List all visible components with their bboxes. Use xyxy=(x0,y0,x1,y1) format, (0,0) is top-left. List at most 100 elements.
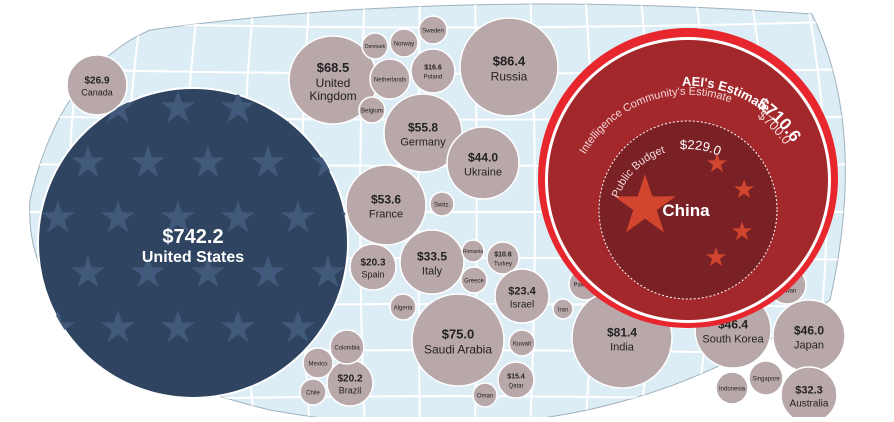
bubble-label: Israel xyxy=(510,300,534,311)
bubble-label: Germany xyxy=(400,137,446,149)
bubble-label: Japan xyxy=(794,340,824,352)
bubble-label: India xyxy=(610,342,635,354)
star-icon: ★ xyxy=(38,303,77,352)
bubble-label: Sweden xyxy=(422,29,444,35)
bubble-label: Oman xyxy=(477,394,493,400)
bubble-label: United States xyxy=(142,249,244,266)
bubble-indonesia: Indonesia xyxy=(716,372,748,404)
bubble-value: $68.5 xyxy=(317,60,350,75)
bubble-sweden: Sweden xyxy=(419,16,447,44)
star-icon: ★ xyxy=(68,138,107,187)
bubble-label: Singapore xyxy=(752,377,780,383)
bubble-label: Brazil xyxy=(339,386,362,396)
bubble-chile: Chile xyxy=(300,379,326,405)
star-icon: ★ xyxy=(128,138,167,187)
bubble-label: Spain xyxy=(361,270,384,280)
bubble-italy: $33.5 Italy xyxy=(400,230,464,294)
star-icon: ★ xyxy=(248,248,287,297)
star-icon: ★ xyxy=(218,193,257,242)
bubble-label: Ukraine xyxy=(464,167,502,179)
bubble-label: Poland xyxy=(424,75,443,81)
bubble-label: Chile xyxy=(306,391,320,397)
star-icon: ★ xyxy=(732,174,755,204)
bubble-label: Canada xyxy=(81,88,113,98)
bubble-label: Kingdom xyxy=(309,89,356,103)
bubble-poland: $16.6 Poland xyxy=(411,49,455,93)
bubble-label: Netherlands xyxy=(374,78,406,84)
bubble-switz: Switz. xyxy=(430,192,454,216)
bubble-value: $20.3 xyxy=(360,258,385,269)
bubble-value: $16.6 xyxy=(424,65,442,72)
bubble-label: France xyxy=(369,209,403,221)
bubble-israel: $23.4 Israel xyxy=(495,269,549,323)
bubble-qatar: $15.4 Qatar xyxy=(498,362,534,398)
bubble-label: Qatar xyxy=(508,384,523,390)
bubble-france: $53.6 France xyxy=(346,165,426,245)
star-icon: ★ xyxy=(98,303,137,352)
bubble-label: Algeria xyxy=(394,306,413,312)
bubble-value: $86.4 xyxy=(493,54,526,69)
bubble-value: $10.6 xyxy=(494,252,512,259)
bubble-label: Kuwait xyxy=(513,342,531,348)
bubble-algeria: Algeria xyxy=(390,294,416,320)
bubble-label: South Korea xyxy=(702,334,764,346)
star-icon: ★ xyxy=(68,248,107,297)
bubble-value: $20.2 xyxy=(337,374,362,385)
bubble-turkey: $10.6 Turkey xyxy=(487,242,519,274)
star-icon: ★ xyxy=(730,216,753,246)
bubble-label: Colombia xyxy=(334,346,360,352)
star-icon: ★ xyxy=(218,303,257,352)
bubble-mexico: Mexico xyxy=(303,348,333,378)
star-icon: ★ xyxy=(38,193,77,242)
bubble-label: Mexico xyxy=(308,362,328,368)
bubble-label: Norway xyxy=(394,42,414,48)
star-icon: ★ xyxy=(188,138,227,187)
bubble-label: Switz. xyxy=(434,203,450,209)
bubble-belgium: Belgium xyxy=(359,97,385,123)
bubble-label: Russia xyxy=(491,70,528,84)
bubble-value: $53.6 xyxy=(371,193,401,207)
bubble-label: Indonesia xyxy=(719,387,746,393)
bubble-value: $33.5 xyxy=(417,250,447,264)
bubble-value: $26.9 xyxy=(84,76,109,87)
bubble-value: $81.4 xyxy=(607,326,637,340)
bubble-kuwait: Kuwait xyxy=(509,330,535,356)
bubble-romania: Romania xyxy=(462,240,484,262)
star-icon: ★ xyxy=(98,193,137,242)
bubble-colombia: Colombia xyxy=(330,330,364,364)
china-label: China xyxy=(662,201,710,220)
star-icon: ★ xyxy=(704,242,727,272)
bubble-norway: Norway xyxy=(390,29,418,57)
bubble-japan: $46.0 Japan xyxy=(773,300,845,372)
bubble-label: Iran xyxy=(558,308,568,314)
bubble-value: $23.4 xyxy=(508,286,536,298)
bubble-label: Saudi Arabia xyxy=(424,343,492,357)
bubble-ukraine: $44.0 Ukraine xyxy=(447,127,519,199)
bubble-value: $46.0 xyxy=(794,324,824,338)
bubble-label: Denmark xyxy=(365,44,386,50)
bubble-label: Greece xyxy=(464,279,484,285)
star-icon: ★ xyxy=(248,138,287,187)
bubble-label: Romania xyxy=(463,249,483,255)
bubble-value: $15.4 xyxy=(507,374,525,381)
bubble-label: United xyxy=(316,76,351,90)
bubble-value: $75.0 xyxy=(442,327,475,342)
bubble-label: Belgium xyxy=(361,109,383,115)
bubble-oman: Oman xyxy=(473,383,497,407)
bubble-iran: Iran xyxy=(553,299,573,319)
bubble-label: Italy xyxy=(422,266,443,278)
bubble-label: Turkey xyxy=(494,262,512,268)
bubble-value: $44.0 xyxy=(468,151,498,165)
bubble-value: $32.3 xyxy=(795,385,823,397)
bubble-greece: Greece xyxy=(461,267,487,293)
bubble-netherlands: Netherlands xyxy=(370,59,410,99)
bubble-value: $55.8 xyxy=(408,121,438,135)
